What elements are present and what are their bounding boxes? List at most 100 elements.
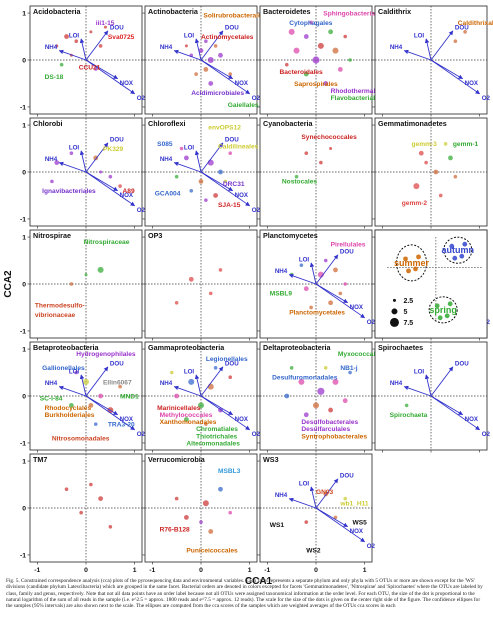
otu-point	[208, 81, 214, 86]
taxon-label: S085	[157, 141, 173, 148]
taxon-label: Caldithrixales	[458, 20, 493, 27]
otu-point	[304, 151, 309, 156]
panel-title: Caldithrix	[378, 7, 411, 16]
panel-chlorobi: DOU LOI NH4 NOX O2 PK329 Ignavibacteriales A89 C…	[27, 117, 146, 229]
taxon-label: Actinomycetales	[201, 34, 254, 41]
taxon-label: A89	[123, 188, 135, 195]
otu-point	[348, 58, 352, 62]
env-vector-dou	[430, 366, 454, 397]
env-vector-dou	[200, 30, 224, 61]
env-vector-label: O2	[367, 319, 376, 326]
taxon-label: MSBL3	[218, 468, 241, 475]
panel-bacteroidetes: Sphingobacteriales Cytophagales Bacteroida…	[257, 5, 384, 117]
taxon-label: WS2	[306, 548, 321, 555]
panel-actinobacteria: DOU LOI NH4 NOX O2 Solirubrobacterales Actinom…	[142, 5, 266, 117]
season-label-summer: summer	[394, 258, 430, 268]
otu-point	[179, 146, 184, 151]
env-vector-dou	[200, 142, 224, 173]
otu-point	[88, 402, 94, 408]
taxon-label: Gallionellales	[42, 365, 85, 372]
size-legend-label: 5	[403, 309, 407, 316]
otu-point	[59, 62, 64, 67]
otu-point	[188, 378, 195, 385]
x-tick-label: 0	[84, 567, 88, 574]
otu-point	[54, 160, 60, 166]
taxon-label: SC-I-84	[40, 396, 63, 403]
env-vector-label: NH4	[160, 156, 173, 163]
taxon-label: Syntrophobacterales	[301, 433, 367, 440]
taxon-label: PK329	[103, 146, 123, 153]
x-tick-label: -1	[264, 567, 270, 574]
panel-title: Chloroflexi	[148, 119, 186, 128]
otu-point	[74, 370, 79, 375]
env-vector-label: LOI	[299, 256, 310, 263]
env-vector-label: NOX	[120, 192, 134, 199]
y-tick-label: -1	[20, 552, 26, 559]
otu-point	[204, 198, 208, 202]
x-tick-label: 1	[363, 567, 367, 574]
season-sample-point	[413, 266, 418, 272]
otu-point	[118, 384, 122, 389]
env-vector-dou	[85, 366, 109, 397]
otu-point	[293, 47, 300, 54]
y-tick-label: 1	[22, 122, 26, 129]
otu-point	[189, 188, 194, 193]
env-vector-label: NH4	[275, 492, 288, 499]
otu-point	[69, 282, 74, 286]
env-vector-label: DOU	[110, 24, 124, 31]
y-tick-label: 0	[22, 57, 26, 64]
env-vector-label: LOI	[414, 368, 425, 375]
env-vector-label: NH4	[160, 380, 173, 387]
env-vector-label: LOI	[69, 32, 80, 39]
taxon-label: SJA-15	[218, 202, 241, 209]
taxon-label: Spirochaeta	[390, 412, 428, 419]
otu-point	[103, 25, 107, 29]
size-legend-label: 2.5	[403, 298, 413, 305]
taxon-label: Alteromonadales	[186, 440, 240, 447]
otu-point	[323, 81, 329, 86]
env-vector-label: LOI	[414, 32, 425, 39]
env-vector-label: DOU	[110, 360, 124, 367]
env-vector-label: LOI	[69, 368, 80, 375]
env-vector-loi	[79, 374, 87, 397]
taxon-label: Sphingobacteriales	[323, 10, 384, 17]
env-vector-label: NOX	[235, 416, 249, 423]
env-vector-label: NOX	[120, 80, 134, 87]
taxon-label: Sva0725	[108, 34, 135, 41]
y-tick-label: 0	[22, 281, 26, 288]
otu-point	[218, 268, 223, 272]
otu-point	[174, 174, 179, 179]
otu-point	[228, 375, 233, 380]
env-vector-label: NOX	[235, 80, 249, 87]
otu-point	[69, 151, 74, 156]
otu-point	[443, 142, 448, 146]
y-tick-label: 0	[22, 169, 26, 176]
panel-chloroflexi: DOU LOI NH4 NOX O2 envOPS12 Caldilineales S085 D…	[142, 117, 261, 229]
env-vector-dou	[430, 30, 454, 61]
cca-facet-figure: DOU LOI NH4 NOX O2 iii1-15 Sva0725 CCU21 DS-18 Ac…	[3, 5, 493, 587]
taxon-label: Synechococcales	[301, 134, 357, 141]
otu-point	[329, 147, 333, 151]
taxon-label: Cytophagales	[289, 20, 333, 27]
season-sample-point	[462, 241, 468, 247]
otu-point	[453, 174, 458, 179]
taxon-label: WS5	[353, 519, 368, 526]
panel-title: Actinobacteria	[148, 7, 199, 16]
env-vector-loi	[424, 38, 432, 61]
y-tick-label: -1	[20, 440, 26, 447]
env-vector-label: NH4	[390, 380, 403, 387]
env-vector-label: DOU	[225, 136, 239, 143]
env-vector-label: NH4	[45, 44, 58, 51]
taxon-label: GN03	[316, 489, 334, 496]
taxon-label: Planctomycetales	[289, 310, 345, 317]
env-vector-label: DOU	[340, 248, 354, 255]
taxon-label: Legionellales	[206, 356, 248, 363]
otu-point	[228, 510, 233, 515]
season-sample-point	[416, 254, 421, 260]
otu-point	[424, 160, 428, 165]
otu-point	[98, 44, 103, 48]
taxon-label: Flavobacteriales	[331, 95, 383, 102]
env-vector-label: LOI	[69, 144, 80, 151]
otu-point	[89, 30, 93, 34]
otu-point	[68, 402, 74, 408]
